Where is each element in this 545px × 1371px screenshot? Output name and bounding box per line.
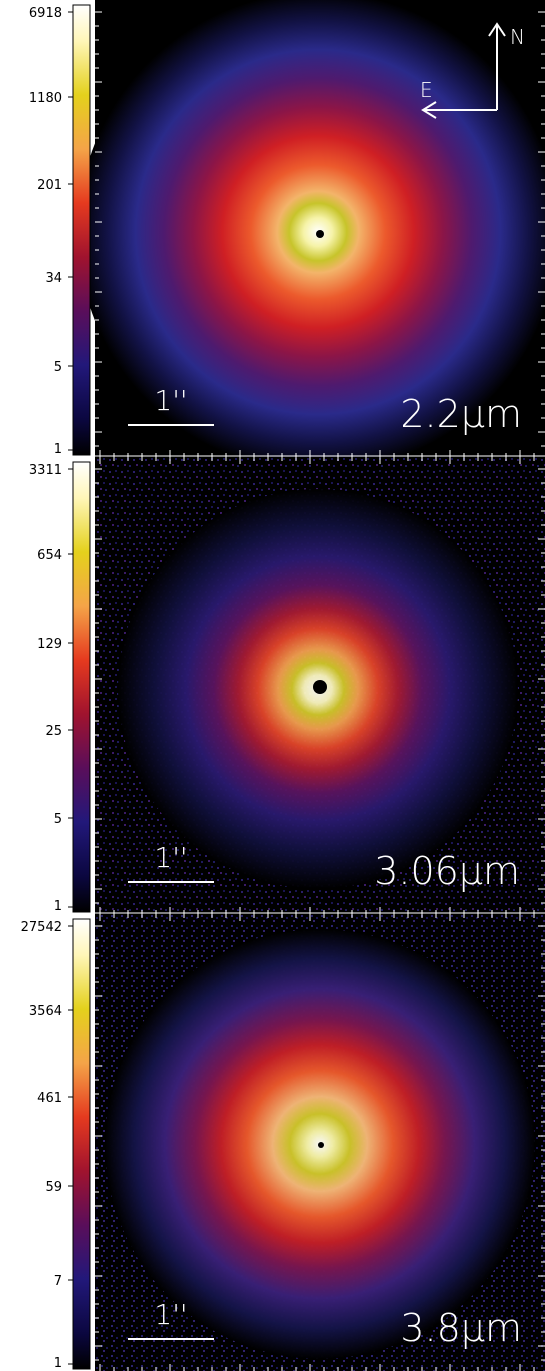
panel-3-06um: 3311 654 129 25 5 1 1'' 3.06μm — [0, 457, 545, 914]
panel-svg: 27542 3564 461 59 7 1 1'' 3.8μm — [21, 914, 545, 1371]
axis-ticks — [95, 914, 545, 1371]
colorbar-label: 3564 — [29, 1004, 62, 1019]
central-star — [316, 230, 324, 238]
scale-bar-label: 1'' — [154, 384, 187, 417]
wavelength-label: 3.8μm — [400, 1306, 522, 1350]
central-star — [313, 680, 327, 694]
scale-bar-label: 1'' — [154, 841, 187, 874]
colorbar-label: 654 — [37, 548, 62, 563]
colorbar-label: 5 — [54, 812, 62, 827]
colorbar-label: 129 — [37, 637, 62, 652]
colorbar-label: 1 — [54, 1356, 62, 1371]
colorbar — [72, 461, 91, 913]
axis-ticks — [95, 457, 545, 914]
colorbar-label: 59 — [45, 1180, 62, 1195]
panel-2-2um: 6918 1180 201 34 5 1 N E 1'' 2.2μm — [0, 0, 545, 457]
colorbar-label: 7 — [54, 1274, 62, 1289]
colorbar-label: 1 — [54, 899, 62, 914]
colorbar-label: 461 — [37, 1091, 62, 1106]
central-star — [318, 1142, 324, 1148]
colorbar-ticks — [68, 925, 73, 1365]
colorbar — [72, 4, 91, 456]
colorbar-label: 25 — [45, 724, 62, 739]
compass-north-label: N — [510, 25, 525, 49]
colorbar-ticks — [68, 468, 73, 908]
axis-ticks — [95, 11, 545, 457]
compass-arrows — [421, 22, 506, 119]
panel-svg: 6918 1180 201 34 5 1 N E 1'' 2.2μm — [29, 0, 545, 457]
colorbar-label: 201 — [37, 178, 62, 193]
colorbar-label: 5 — [54, 360, 62, 375]
colorbar-label: 27542 — [21, 920, 62, 935]
colorbar-ticks — [68, 11, 73, 451]
colorbar-label: 1180 — [29, 91, 62, 106]
panel-svg: 3311 654 129 25 5 1 1'' 3.06μm — [29, 457, 545, 914]
colorbar-label: 6918 — [29, 6, 62, 21]
wavelength-label: 3.06μm — [374, 849, 520, 893]
colorbar-label: 1 — [54, 442, 62, 457]
nebula-emission — [78, 0, 545, 457]
panel-3-8um: 27542 3564 461 59 7 1 1'' 3.8μm — [0, 914, 545, 1371]
colorbar — [72, 918, 91, 1370]
compass-east-label: E — [420, 78, 433, 102]
colorbar-label: 34 — [45, 271, 62, 286]
wavelength-label: 2.2μm — [400, 392, 522, 436]
scale-bar-label: 1'' — [154, 1298, 187, 1331]
colorbar-label: 3311 — [29, 463, 62, 478]
